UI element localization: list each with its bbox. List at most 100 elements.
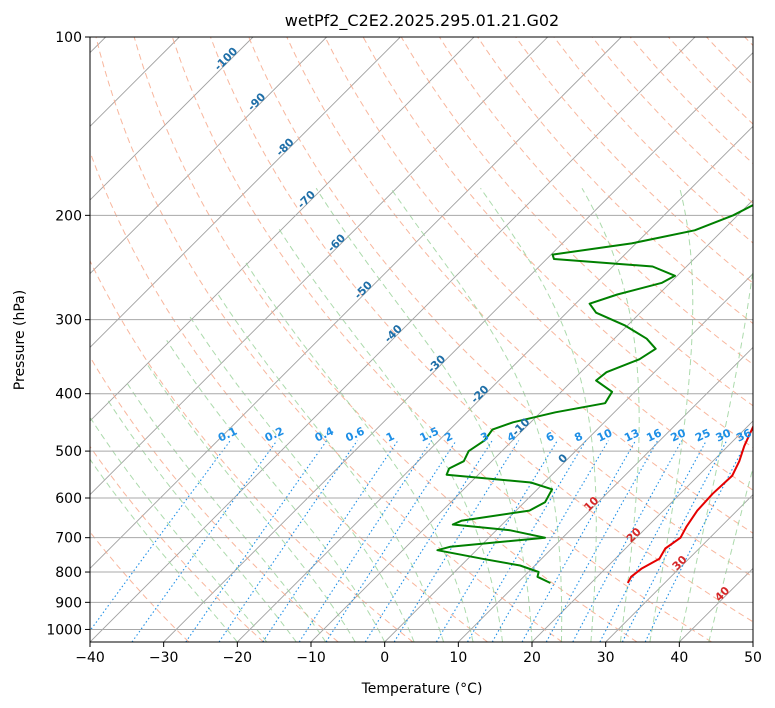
- y-tick-label: 100: [55, 30, 82, 46]
- isotherm-line: [163, 52, 753, 642]
- moist-adiabat-line: [708, 466, 753, 642]
- x-tick-label: 20: [523, 650, 541, 666]
- isotherm-line: [605, 494, 753, 642]
- dry-adiabat-line: [515, 37, 753, 284]
- isotherm-label: 20: [624, 525, 644, 545]
- plot-frame: [89, 36, 754, 643]
- x-axis-label: Temperature (°C): [361, 681, 483, 697]
- x-tick-label: 0: [380, 650, 389, 666]
- dewpoint-profile-line: [436, 204, 753, 584]
- isotherm-line: [90, 37, 475, 422]
- x-tick-label: 50: [744, 650, 762, 666]
- moist-adiabat-line: [649, 188, 694, 642]
- background-grid: [90, 37, 753, 642]
- isotherm-label: -40: [382, 322, 405, 345]
- y-axis-ticks: 100 200 300 400 500 600 700 800 900 1000: [46, 30, 90, 638]
- moist-adiabat-line: [277, 227, 503, 642]
- x-tick-label: −30: [149, 650, 179, 666]
- isotherm-line: [90, 37, 401, 348]
- dry-adiabat-line: [90, 531, 190, 642]
- dry-adiabat-line: [668, 37, 753, 125]
- isotherm-label: 10: [581, 494, 601, 514]
- mixing-ratio-line: [218, 440, 358, 642]
- mixing-ratio-line: [262, 440, 399, 642]
- mixing-ratio-line: [467, 440, 587, 642]
- mixing-ratio-label: 20: [669, 426, 689, 444]
- mixing-ratio-line: [599, 440, 707, 642]
- isotherm-line: [679, 567, 753, 642]
- dry-adiabat-line: [90, 259, 414, 642]
- x-tick-label: 30: [597, 650, 615, 666]
- isotherm-label: 40: [712, 584, 732, 604]
- dry-adiabat-line: [591, 37, 753, 204]
- isotherm-line: [90, 37, 327, 275]
- mixing-ratio-label: 36: [734, 426, 754, 444]
- dry-adiabat-line: [324, 37, 753, 491]
- moist-adiabat-line: [188, 315, 415, 642]
- dry-adiabat-line: [362, 37, 753, 449]
- moist-adiabat-line: [145, 362, 356, 642]
- isotherm-label: -20: [468, 383, 491, 406]
- isotherm-line: [90, 37, 696, 642]
- temperature-profile-line: [626, 424, 753, 584]
- isotherm-line: [752, 641, 753, 642]
- x-axis-ticks: −40 −30 −20 −10 0 10 20 30 40 50: [75, 642, 762, 666]
- isotherm-label: -100: [212, 44, 241, 73]
- isotherm-label: -70: [295, 188, 318, 211]
- dry-adiabat-line: [629, 37, 753, 165]
- mixing-ratio-line: [298, 440, 432, 642]
- mixing-ratio-line: [521, 440, 637, 642]
- dry-adiabat-line: [90, 445, 264, 642]
- moist-adiabat-line: [166, 340, 386, 642]
- moist-adiabat-line: [678, 265, 753, 642]
- mixing-ratio-label: 13: [622, 426, 641, 444]
- dry-adiabat-line: [477, 37, 753, 325]
- mixing-ratio-line: [90, 440, 231, 632]
- x-tick-label: −20: [223, 650, 253, 666]
- mixing-ratio-line: [325, 440, 457, 642]
- dry-adiabat-line: [744, 37, 753, 47]
- y-tick-label: 200: [55, 208, 82, 224]
- mixing-ratio-line: [393, 440, 520, 642]
- mixing-ratio-label: 8: [572, 430, 584, 445]
- mixing-ratio-line: [364, 440, 493, 642]
- isotherm-line: [458, 346, 753, 642]
- y-tick-label: 300: [55, 313, 82, 329]
- y-tick-label: 700: [55, 531, 82, 547]
- moist-adiabat-line: [581, 187, 640, 642]
- isotherm-line: [237, 125, 753, 642]
- dry-adiabat-line: [248, 37, 753, 578]
- mixing-ratio-label: 10: [595, 426, 615, 444]
- sounding-profiles: [436, 204, 753, 584]
- mixing-ratio-label: 25: [693, 426, 712, 444]
- moist-adiabat-line: [390, 187, 563, 642]
- moist-adiabat-line: [480, 187, 597, 642]
- mixing-ratio-label: 0.1: [216, 425, 239, 445]
- moist-adiabat-line: [216, 292, 445, 642]
- x-tick-label: −40: [75, 650, 105, 666]
- isotherm-label: -80: [273, 135, 296, 158]
- mixing-ratio-label: 0.2: [263, 425, 286, 445]
- moist-adiabat-line: [90, 417, 268, 642]
- mixing-ratio-label: 30: [714, 426, 734, 444]
- dry-adiabat-line: [210, 37, 753, 623]
- x-tick-label: −10: [296, 650, 326, 666]
- isotherm-label: -90: [245, 90, 268, 113]
- x-tick-label: 40: [670, 650, 688, 666]
- mixing-ratio-line: [491, 440, 609, 642]
- mixing-ratio-line: [644, 440, 748, 642]
- moist-adiabat-line: [315, 187, 533, 642]
- moist-adiabat-line: [90, 458, 238, 642]
- y-tick-label: 800: [55, 565, 82, 581]
- isotherm-label: -60: [325, 231, 348, 254]
- mixing-ratio-label: 16: [644, 426, 664, 444]
- dry-adiabat-line: [95, 37, 563, 642]
- y-tick-label: 900: [55, 595, 82, 611]
- dry-adiabat-line: [90, 355, 339, 642]
- mixing-ratio-label: 2: [442, 430, 454, 445]
- mixing-ratio-label: 6: [544, 429, 557, 444]
- x-tick-label: 10: [449, 650, 467, 666]
- isotherm-line: [90, 37, 254, 201]
- isotherm-line: [90, 37, 622, 569]
